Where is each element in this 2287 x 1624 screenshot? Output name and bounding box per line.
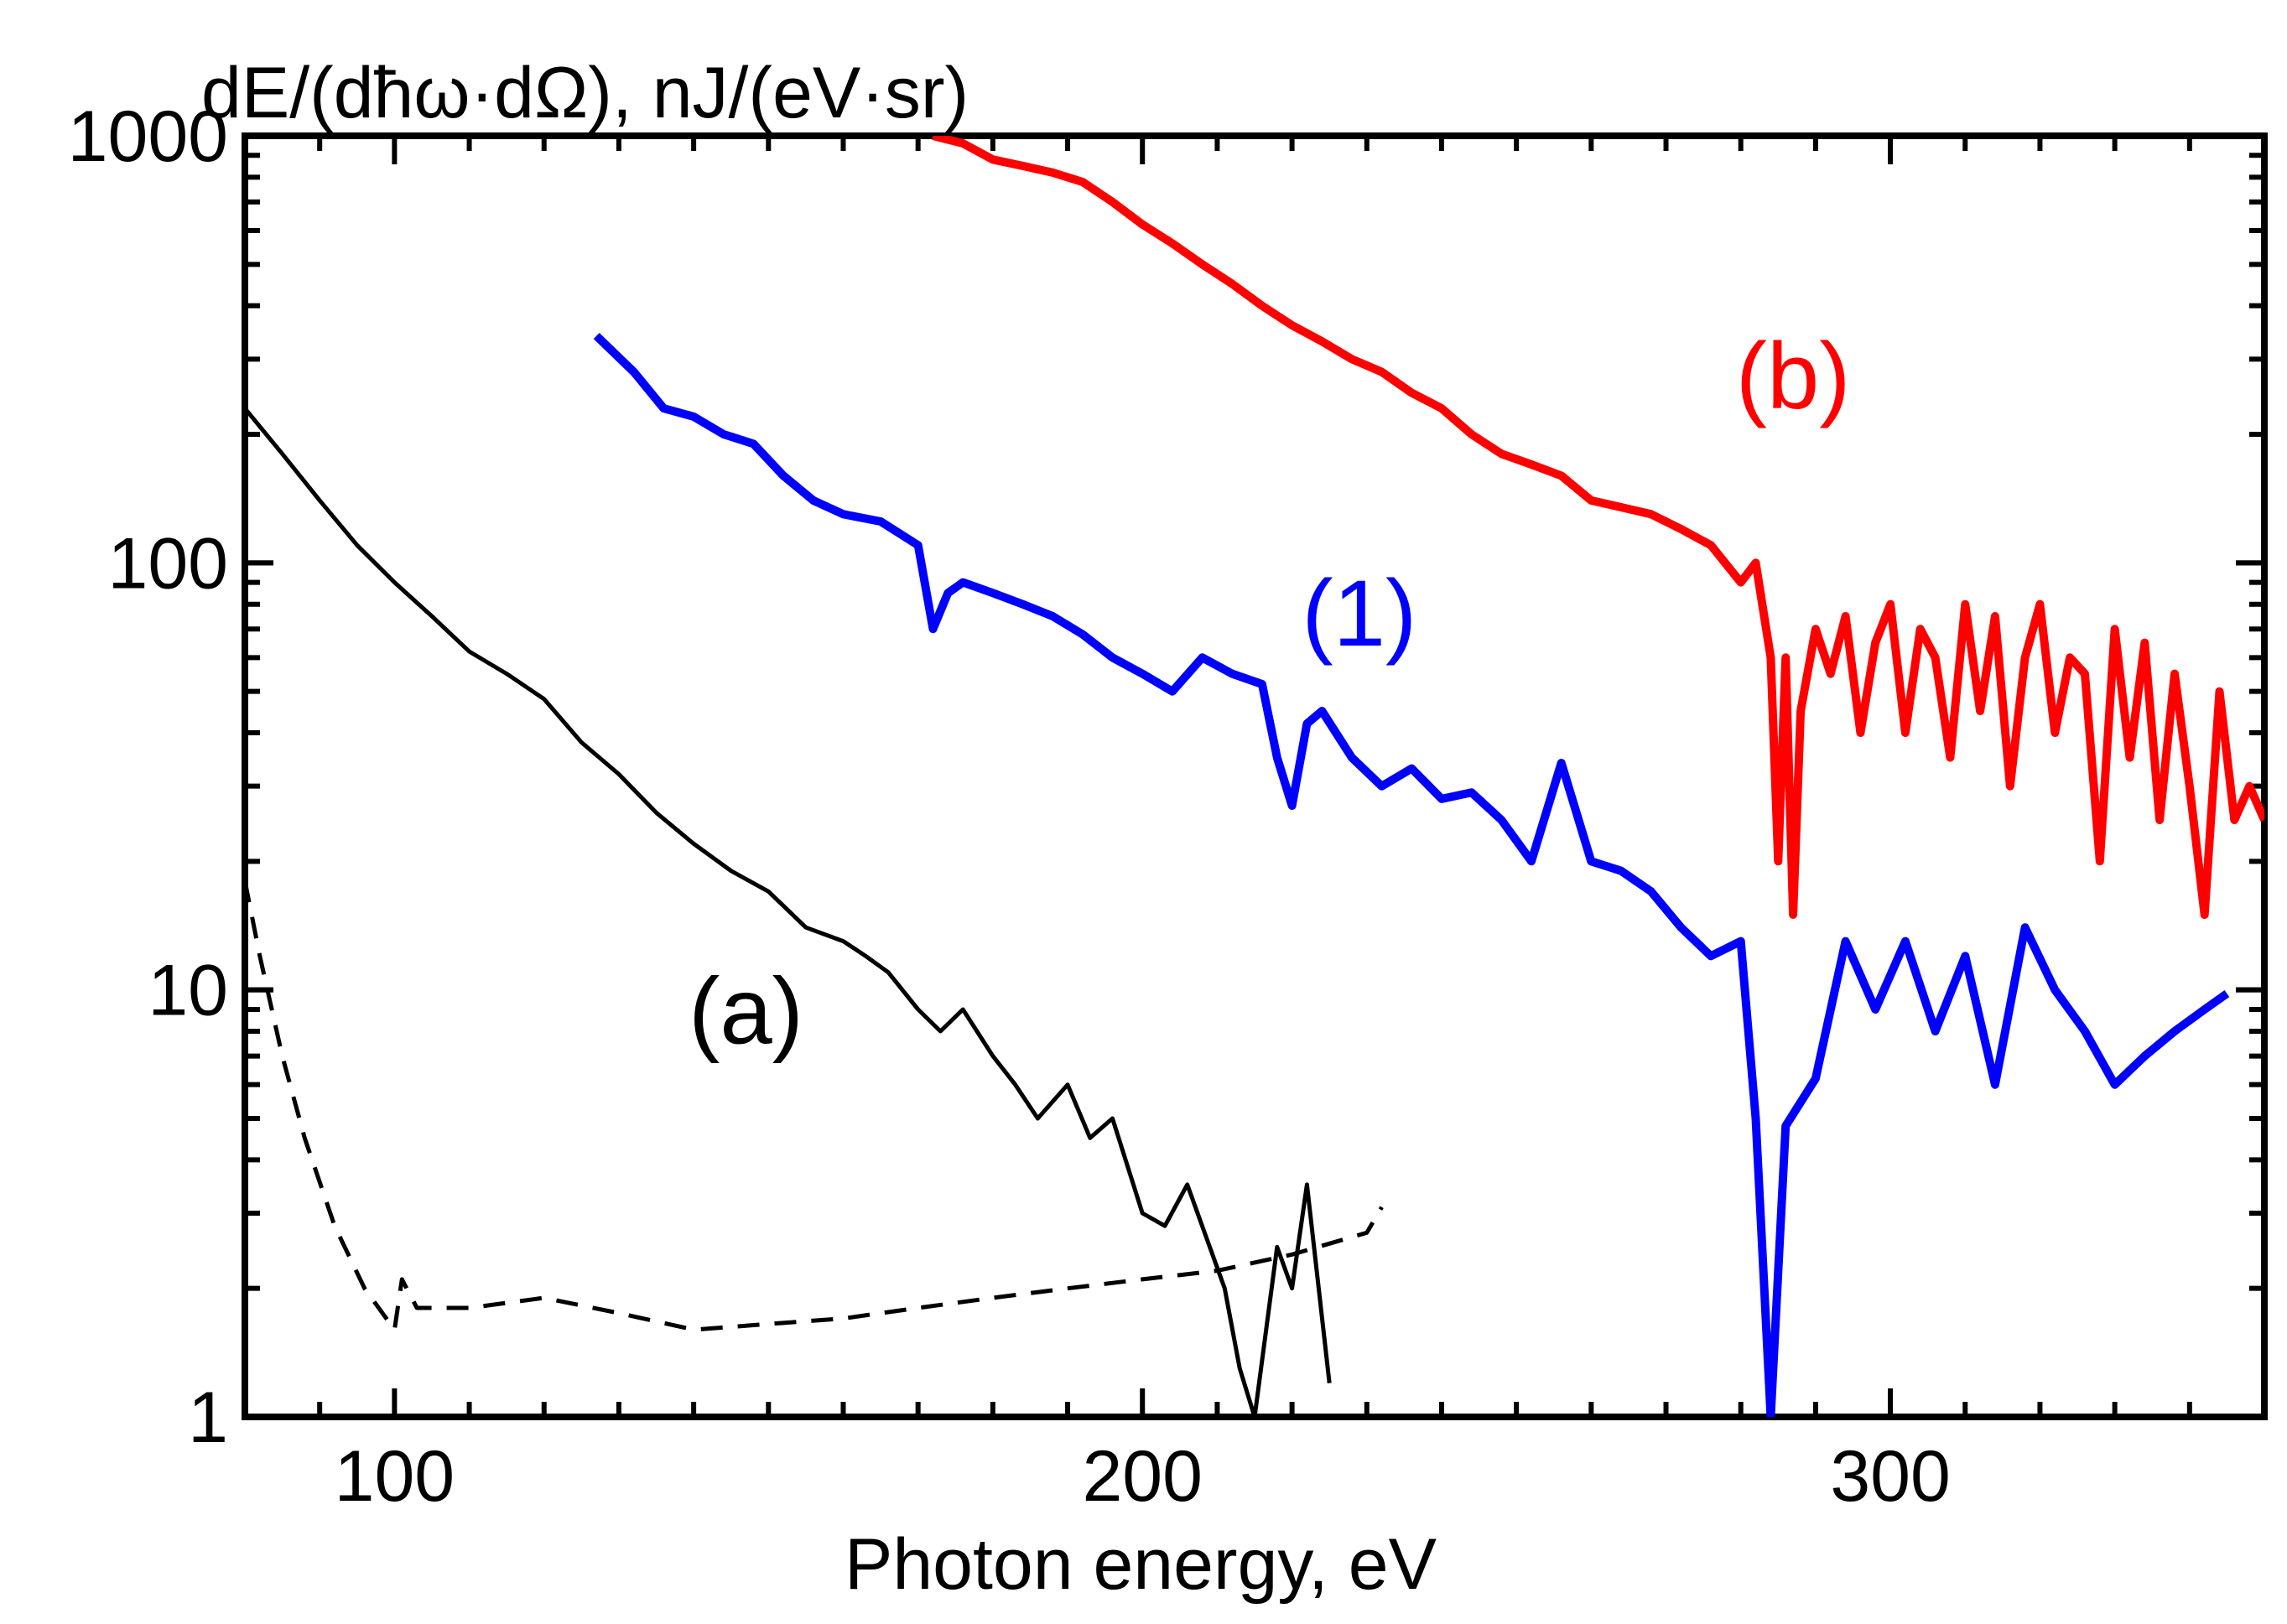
- plot-frame: [242, 132, 2268, 1420]
- ticks: [242, 133, 2267, 1419]
- series-line-0: [932, 136, 2264, 919]
- series-label-2: (b): [1736, 324, 1851, 428]
- y-tick-label: 100: [108, 523, 229, 604]
- series-line-3: [245, 880, 1384, 1332]
- y-axis-label: dE/(dħω·dΩ), nJ/(eV·sr): [201, 53, 969, 133]
- x-axis-label: Photon energy, eV: [845, 1524, 1437, 1605]
- annotations: (a) (1) (b): [689, 324, 1850, 1063]
- y-tick-label: 1000: [68, 96, 228, 177]
- y-tick-label: 10: [148, 951, 228, 1031]
- series-line-2: [245, 407, 1332, 1417]
- tick-labels: 100 200 300 1 10 100 1000: [68, 96, 1951, 1517]
- series-line-1: [593, 333, 2230, 1417]
- series-layer: [245, 136, 2264, 1417]
- x-tick-label: 100: [335, 1436, 455, 1517]
- series-label-1: (1): [1302, 561, 1416, 666]
- series-label-0: (a): [689, 958, 803, 1063]
- x-tick-label: 200: [1082, 1436, 1203, 1517]
- x-tick-label: 300: [1830, 1436, 1951, 1517]
- y-tick-label: 1: [188, 1378, 228, 1458]
